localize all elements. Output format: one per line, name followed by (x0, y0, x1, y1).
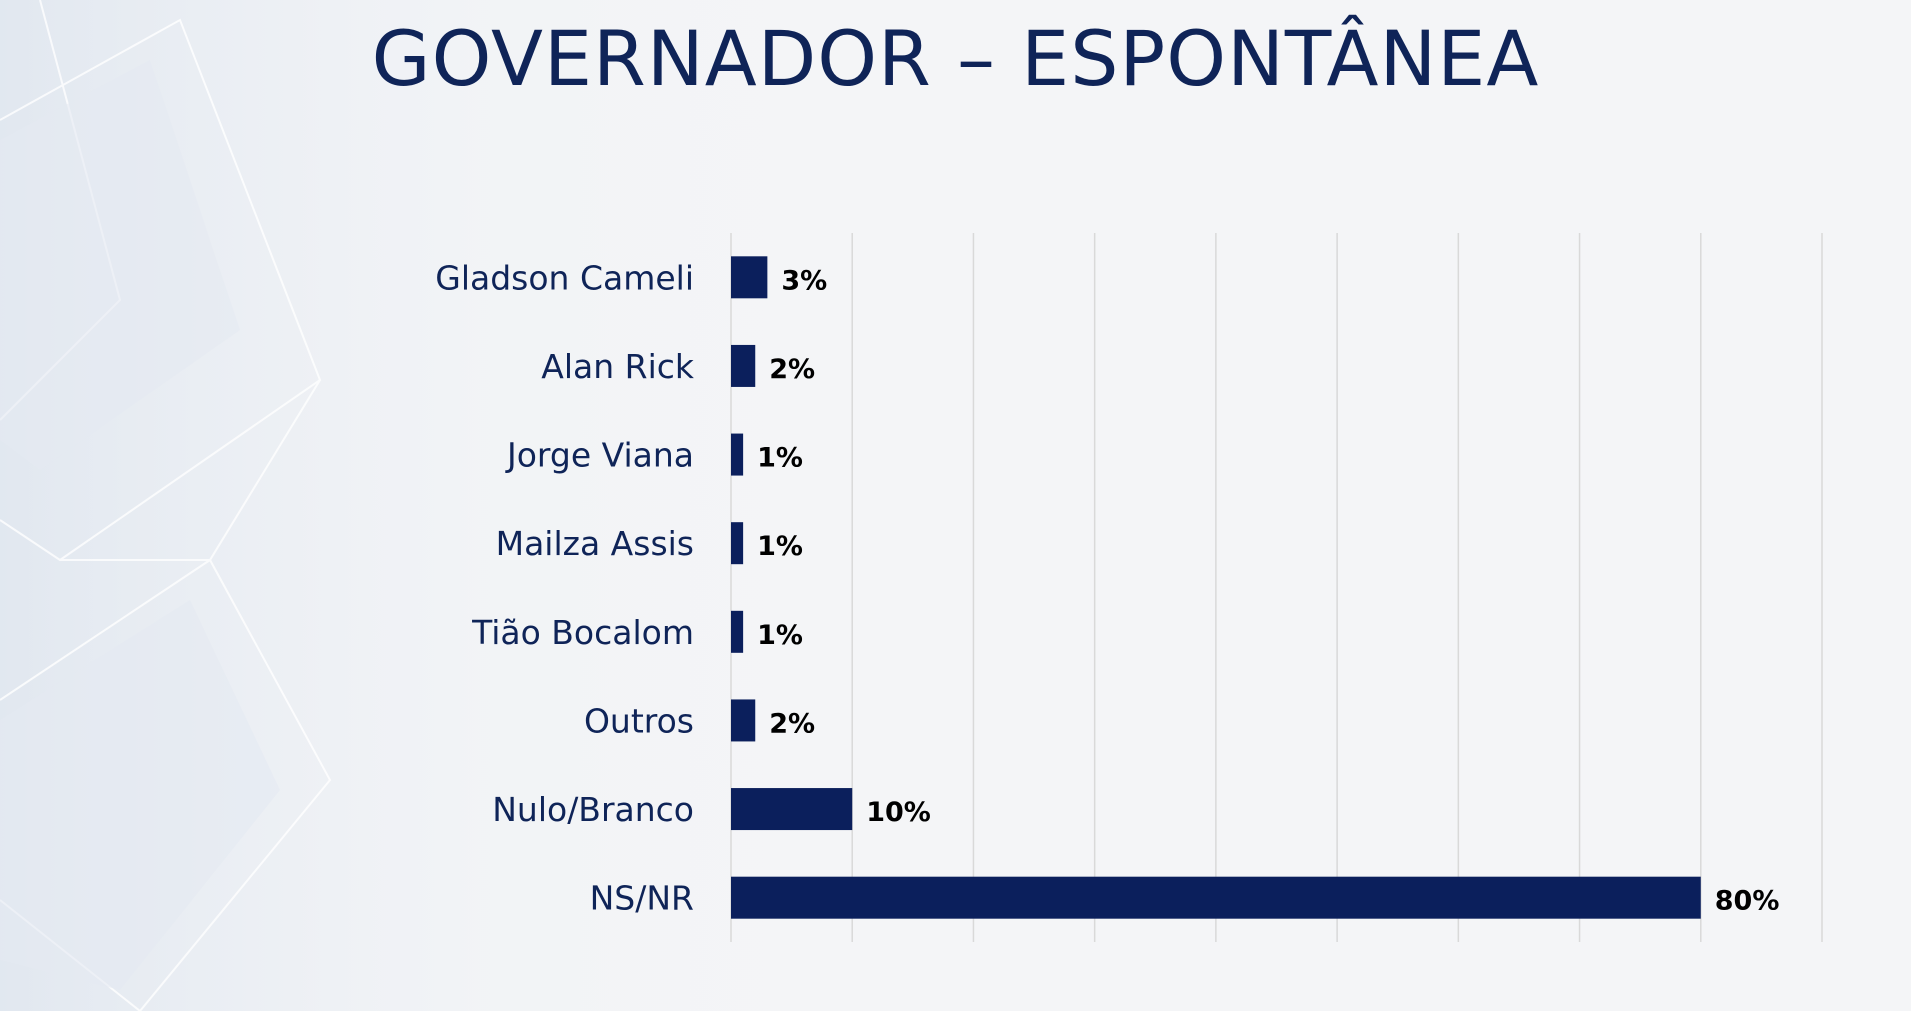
category-label: Gladson Cameli (435, 258, 694, 297)
bars (731, 256, 1701, 919)
bar-jorge-viana (731, 433, 744, 476)
value-label: 1% (757, 620, 803, 651)
value-label: 80% (1715, 886, 1780, 917)
value-label: 10% (866, 797, 931, 828)
value-label: 2% (769, 708, 815, 739)
bar-nulo-branco (731, 788, 853, 831)
chart-title: GOVERNADOR – ESPONTÂNEA (371, 14, 1540, 103)
bar-ns-nr (731, 876, 1701, 919)
value-label: 3% (781, 265, 827, 296)
value-labels: 3% 2% 1% 1% 1% 2% 10% 80% (757, 265, 1779, 916)
bar-gladson-cameli (731, 256, 768, 299)
value-label: 2% (769, 354, 815, 385)
bar-ti-o-bocalom (731, 610, 744, 653)
category-label: Alan Rick (541, 347, 695, 386)
category-labels: Gladson Cameli Alan Rick Jorge Viana Mailza… (435, 258, 695, 917)
value-label: 1% (757, 531, 803, 562)
gridlines (730, 233, 1823, 942)
bar-alan-rick (731, 344, 756, 387)
category-label: Nulo/Branco (492, 790, 694, 829)
bar-mailza-assis (731, 522, 744, 565)
bar-outros (731, 699, 756, 742)
category-label: Tião Bocalom (471, 613, 694, 652)
category-label: Outros (584, 701, 694, 740)
category-label: Jorge Viana (505, 436, 694, 475)
category-label: Mailza Assis (496, 524, 694, 563)
category-label: NS/NR (590, 879, 694, 918)
value-label: 1% (757, 443, 803, 474)
